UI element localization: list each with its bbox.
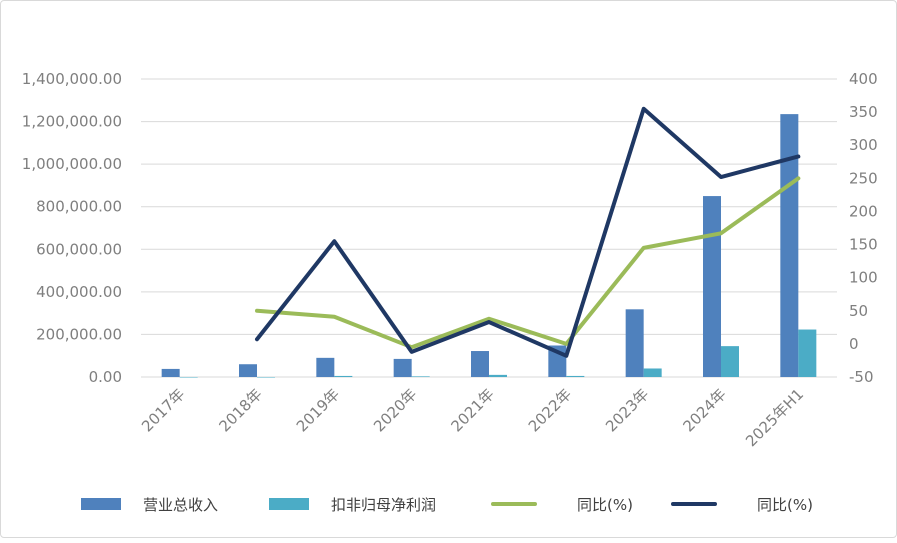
bar-revenue (703, 196, 721, 377)
right-axis-ticks: -50 0 50 100 150 200 250 300 350 400 (849, 70, 878, 386)
legend-label: 扣非归母净利润 (331, 496, 436, 514)
bar-revenue (393, 358, 412, 377)
x-tick-label: 2018年 (215, 385, 265, 435)
right-tick-label: 400 (849, 70, 878, 88)
bar-net-profit (257, 377, 275, 378)
legend-swatch (81, 498, 121, 510)
bar-net-profit (643, 368, 662, 377)
right-tick-label: 350 (849, 103, 878, 121)
x-tick-label: 2021年 (447, 385, 497, 435)
bar-net-profit (179, 377, 198, 378)
line-series-2 (255, 106, 801, 358)
legend-label: 同比(%) (577, 496, 633, 514)
x-tick-label: 2024年 (679, 385, 729, 435)
left-tick-label: 1,000,000.00 (22, 155, 122, 173)
right-tick-label: 200 (849, 202, 878, 220)
bar-revenue (161, 368, 180, 377)
right-tick-label: 100 (849, 269, 878, 287)
lines (255, 106, 801, 358)
left-tick-label: 1,400,000.00 (22, 70, 122, 88)
x-tick-label: 2023年 (602, 385, 652, 435)
x-tick-label: 2020年 (370, 385, 420, 435)
right-tick-label: -50 (849, 368, 874, 386)
legend-label: 同比(%) (757, 496, 813, 514)
left-tick-label: 0.00 (89, 368, 122, 386)
bar-net-profit (411, 376, 430, 377)
bar-net-profit (489, 374, 507, 377)
right-tick-label: 300 (849, 136, 878, 154)
x-tick-label: 2019年 (293, 385, 343, 435)
left-tick-label: 800,000.00 (36, 198, 122, 216)
right-tick-label: 0 (849, 335, 859, 353)
bars (161, 114, 817, 378)
right-tick-label: 250 (849, 169, 878, 187)
legend-label: 营业总收入 (143, 496, 218, 514)
bar-net-profit (798, 329, 817, 377)
right-tick-label: 50 (849, 302, 868, 320)
line-series-1 (255, 176, 801, 350)
left-tick-label: 600,000.00 (36, 240, 122, 258)
bar-revenue (239, 364, 257, 377)
left-tick-label: 1,200,000.00 (22, 113, 122, 131)
bar-revenue (471, 351, 489, 377)
legend: 营业总收入 扣非归母净利润 同比(%) 同比(%) (81, 496, 813, 514)
bar-net-profit (566, 375, 585, 377)
bar-net-profit (334, 375, 353, 377)
x-tick-label: 2017年 (138, 385, 188, 435)
x-tick-label: 2025年H1 (742, 385, 807, 450)
gridlines (141, 78, 837, 378)
left-tick-label: 200,000.00 (36, 325, 122, 343)
bar-net-profit (721, 346, 739, 377)
left-axis-ticks: 0.00 200,000.00 400,000.00 600,000.00 800,00… (22, 70, 122, 386)
right-tick-label: 150 (849, 236, 878, 254)
legend-swatch (269, 498, 309, 510)
bar-revenue (780, 114, 799, 377)
x-tick-label: 2022年 (525, 385, 575, 435)
left-tick-label: 400,000.00 (36, 283, 122, 301)
x-axis-ticks: 2017年 2018年 2019年 2020年 2021年 2022年 2023年 2024年… (138, 385, 807, 450)
bar-revenue (316, 357, 335, 377)
bar-revenue (625, 309, 644, 377)
